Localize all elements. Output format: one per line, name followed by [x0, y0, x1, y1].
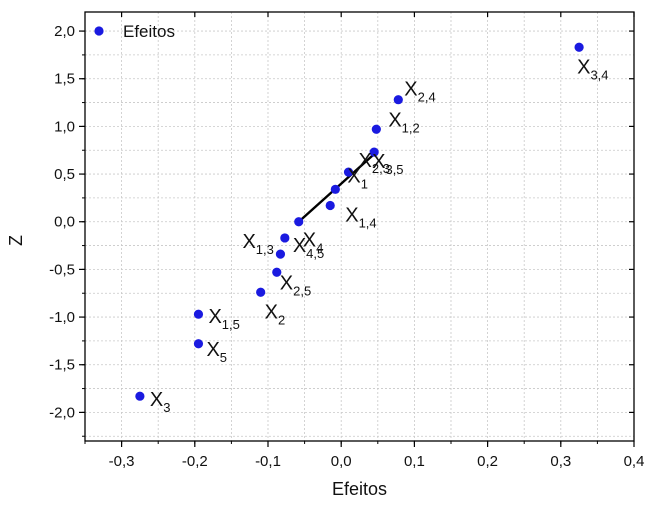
point-label: X2,4 [404, 79, 435, 105]
data-point [330, 184, 340, 194]
y-tick-label: 2,0 [54, 23, 75, 40]
point-label: X1,4 [345, 205, 376, 231]
legend: Efeitos [94, 22, 175, 41]
point-label: X2,5 [280, 272, 311, 298]
legend-label: Efeitos [123, 22, 175, 41]
data-point [193, 309, 204, 319]
legend-marker [94, 26, 104, 36]
y-tick-label: 0,5 [54, 166, 75, 183]
y-tick-label: -0,5 [49, 261, 75, 278]
y-tick-label: 1,0 [54, 118, 75, 135]
data-point [343, 167, 354, 177]
data-point [193, 339, 204, 349]
point-label: X1,5 [208, 306, 239, 332]
data-point [272, 267, 282, 277]
y-tick-label: 0,0 [54, 214, 75, 231]
data-point [369, 147, 379, 157]
data-point [574, 42, 584, 52]
data-point [294, 217, 304, 227]
data-point [275, 249, 286, 259]
axes: -0,3 -0,2 -0,1 0,0 0,1 0,2 0,3 0,4 -2,0 -1,5 -1,0 -… [49, 11, 645, 470]
data-point [280, 233, 290, 243]
points-group [135, 42, 584, 401]
x-tick-label: 0,3 [550, 453, 571, 470]
point-label: X5 [206, 339, 227, 365]
point-label: X3,4 [577, 56, 608, 82]
point-label: X3 [150, 389, 171, 415]
data-point [393, 95, 403, 105]
x-axis-title: Efeitos [332, 479, 387, 499]
x-tick-label: -0,3 [109, 453, 135, 470]
point-label: X3,5 [372, 151, 403, 177]
x-tick-label: 0,1 [404, 453, 425, 470]
y-tick-label: 1,5 [54, 71, 75, 88]
x-tick-label: -0,1 [255, 453, 281, 470]
data-point [256, 287, 266, 297]
data-point [371, 124, 381, 134]
y-axis-title: Z [6, 235, 26, 246]
x-tick-label: 0,0 [331, 453, 352, 470]
x-tick-label: 0,2 [477, 453, 498, 470]
y-tick-label: -1,0 [49, 309, 75, 326]
y-tick-label: -2,0 [49, 404, 75, 421]
point-label: X1,2 [388, 109, 419, 135]
point-label: X4,5 [293, 235, 324, 261]
data-point [325, 200, 335, 211]
y-tick-label: -1,5 [49, 357, 75, 374]
plot-frame [84, 11, 635, 442]
grid [85, 12, 634, 441]
point-label: X1,3 [242, 231, 273, 257]
data-point [135, 391, 145, 401]
x-tick-label: 0,4 [624, 453, 645, 470]
point-label: X2 [265, 301, 286, 327]
point-label: X1 [347, 165, 368, 191]
x-tick-label: -0,2 [182, 453, 208, 470]
point-label: X4 [303, 230, 324, 256]
point-label: X2,3 [359, 150, 390, 176]
